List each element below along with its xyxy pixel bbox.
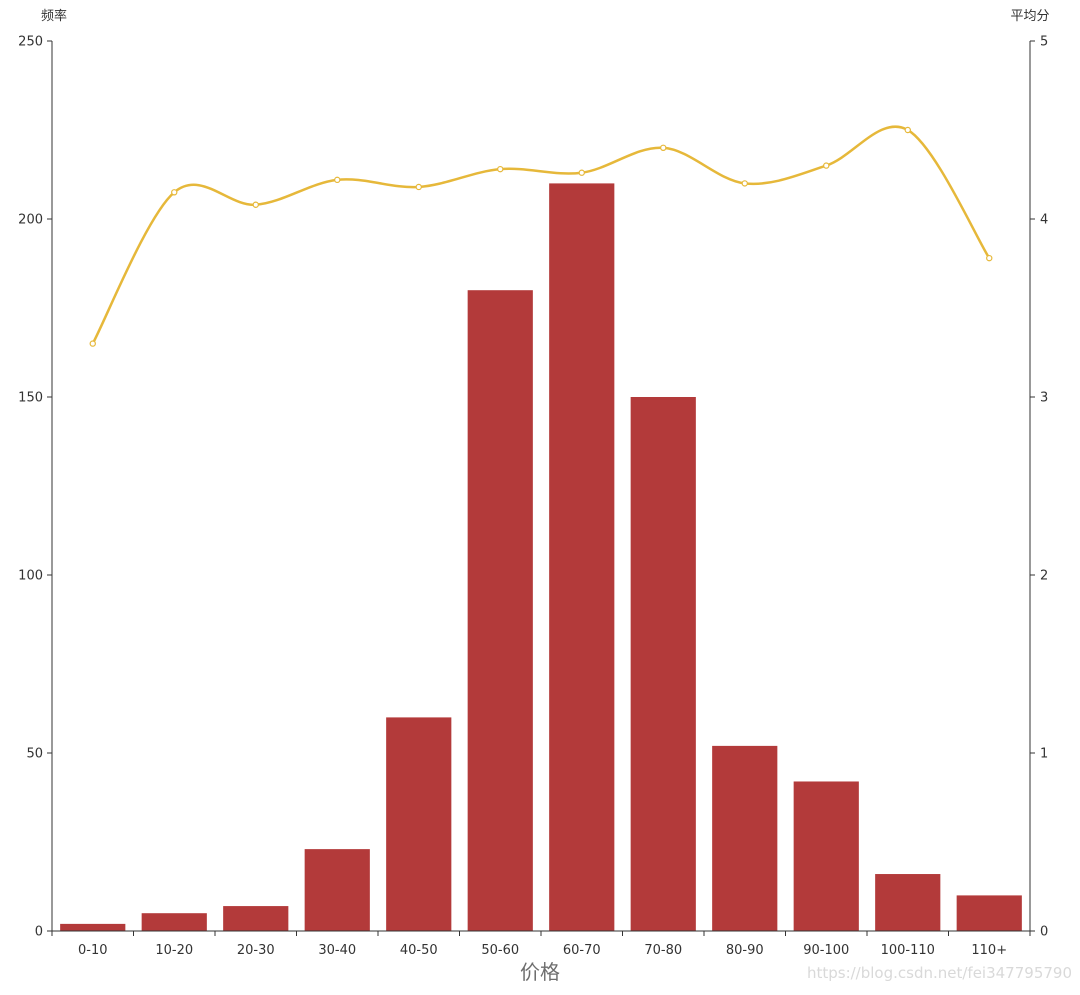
bar-0-10 (60, 923, 126, 931)
bar-30-40 (304, 849, 370, 931)
line-series (89, 125, 993, 347)
x-tick-label: 10-20 (155, 943, 193, 958)
x-tick-label: 80-90 (726, 943, 764, 958)
x-tick-label: 70-80 (644, 943, 682, 958)
y-left-axis-title: 频率 (41, 8, 67, 24)
axis-labels: 0 50 100 150 200 250 0 1 2 3 4 5 0-10 10-20 20-30 30-40… (18, 35, 1048, 959)
y-right-tick-label: 5 (1040, 35, 1048, 50)
bar-10-20 (141, 913, 207, 931)
x-tick-label: 50-60 (481, 943, 519, 958)
line-point-80-90 (741, 180, 748, 187)
line-point-110+ (986, 254, 993, 262)
bar-80-90 (712, 745, 778, 931)
x-tick-label: 110+ (971, 943, 1007, 958)
bar-70-80 (630, 397, 696, 931)
y-right-tick-label: 1 (1040, 747, 1048, 762)
x-tick-label: 90-100 (803, 943, 849, 958)
y-left-tick-label: 0 (35, 925, 43, 940)
avg-score-line (91, 125, 991, 345)
line-point-60-70 (578, 169, 585, 176)
line-point-100-110 (904, 126, 911, 134)
bar-50-60 (467, 290, 533, 931)
line-point-20-30 (252, 201, 259, 208)
line-point-30-40 (334, 176, 341, 184)
line-point-50-60 (497, 165, 504, 173)
y-right-axis-title: 平均分 (1010, 9, 1049, 24)
y-right-tick-label: 4 (1040, 213, 1048, 228)
axes (47, 40, 1035, 936)
x-tick-label: 0-10 (78, 943, 108, 958)
bar-40-50 (386, 717, 452, 931)
x-tick-label: 100-110 (881, 943, 935, 958)
line-point-0-10 (89, 340, 96, 347)
y-left-tick-label: 250 (18, 35, 43, 50)
line-point-70-80 (660, 144, 667, 151)
bar-20-30 (223, 906, 289, 931)
line-point-40-50 (415, 183, 422, 191)
x-axis-title: 价格 (520, 960, 560, 984)
line-point-10-20 (171, 189, 178, 196)
bar-90-100 (793, 781, 859, 931)
bar-60-70 (549, 183, 615, 931)
bar-110+ (956, 895, 1022, 931)
y-left-tick-label: 150 (18, 391, 43, 406)
y-left-tick-label: 200 (18, 213, 43, 228)
y-right-tick-label: 2 (1040, 569, 1048, 584)
x-tick-label: 20-30 (237, 943, 275, 958)
watermark-text: https://blog.csdn.net/fei347795790 (807, 964, 1072, 982)
x-tick-label: 60-70 (563, 943, 601, 958)
y-right-tick-label: 0 (1040, 925, 1048, 940)
bar-series (60, 183, 1022, 931)
bar-100-110 (875, 874, 941, 931)
y-left-tick-label: 50 (26, 747, 43, 762)
x-tick-label: 40-50 (400, 943, 438, 958)
line-point-90-100 (823, 162, 830, 169)
y-left-tick-label: 100 (18, 569, 43, 584)
x-tick-label: 30-40 (318, 943, 356, 958)
y-right-tick-label: 3 (1040, 391, 1048, 406)
